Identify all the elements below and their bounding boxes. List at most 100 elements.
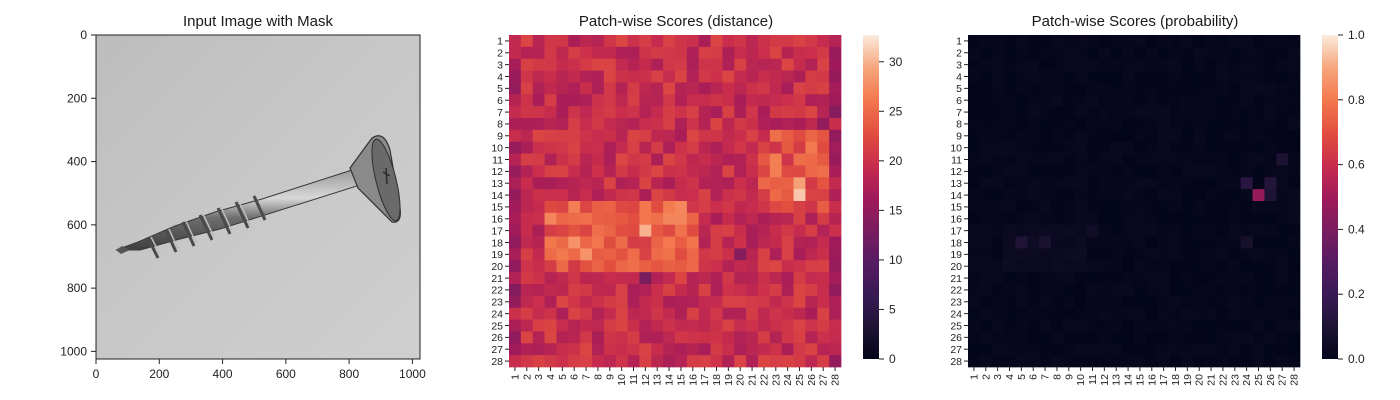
heatmap-cell: [1003, 248, 1016, 261]
heatmap-ytick-label: 4: [497, 71, 503, 83]
heatmap-cell: [710, 212, 723, 226]
heatmap-cell: [1015, 212, 1028, 226]
heatmap-cell: [627, 272, 640, 285]
heatmap-cell: [1003, 212, 1016, 226]
heatmap-ytick-label: 3: [956, 59, 962, 71]
heatmap-cell: [580, 106, 593, 119]
heatmap-cell: [1145, 319, 1159, 332]
heatmap-cell: [509, 189, 522, 202]
heatmap-cell: [1217, 236, 1230, 249]
heatmap-cell: [805, 35, 818, 48]
heatmap-cell: [710, 177, 723, 190]
heatmap-cell: [1205, 141, 1218, 154]
heatmap-cell: [817, 307, 830, 320]
heatmap-cell: [1122, 82, 1135, 95]
heatmap-cell: [1051, 319, 1064, 332]
heatmap-cell: [746, 58, 759, 71]
heatmap-cell: [1217, 82, 1230, 95]
heatmap-cell: [1145, 46, 1159, 60]
heatmap-cell: [991, 212, 1004, 226]
heatmap-cell: [1145, 94, 1159, 107]
heatmap-cell: [781, 58, 794, 71]
heatmap-cell: [580, 331, 593, 344]
heatmap-cell: [627, 284, 640, 297]
heatmap-cell: [1181, 58, 1194, 71]
heatmap-cell: [675, 106, 688, 119]
heatmap-cell: [1240, 141, 1253, 154]
heatmap-cell: [532, 165, 545, 178]
heatmap-cell: [698, 343, 711, 356]
heatmap-cell: [1039, 129, 1052, 143]
heatmap-cell: [829, 295, 842, 309]
heatmap-cell: [781, 272, 794, 285]
heatmap-cell: [991, 355, 1004, 368]
heatmap-cell: [1051, 307, 1064, 320]
heatmap-cell: [1240, 35, 1253, 48]
heatmap-cell: [520, 236, 534, 249]
heatmap-cell: [968, 272, 981, 285]
heatmap-cell: [1110, 260, 1123, 273]
heatmap-cell: [1288, 46, 1301, 60]
heatmap-cell: [615, 284, 628, 297]
heatmap-cell: [829, 106, 842, 119]
heatmap-cell: [544, 189, 557, 202]
heatmap-cell: [698, 260, 711, 273]
heatmap-cell: [1193, 295, 1206, 309]
heatmap-cell: [1276, 189, 1289, 202]
heatmap-cell: [1288, 355, 1301, 368]
heatmap-cell: [1276, 106, 1289, 119]
heatmap-cell: [734, 272, 747, 285]
heatmap-cell: [710, 118, 723, 131]
heatmap-cell: [758, 58, 771, 71]
heatmap-cell: [1157, 284, 1170, 297]
heatmap-cell: [722, 224, 735, 237]
heatmap-cell: [627, 201, 640, 214]
heatmap-cell: [734, 106, 747, 119]
heatmap-cell: [722, 70, 735, 83]
heatmap-cell: [1027, 355, 1040, 368]
heatmap-cell: [1228, 272, 1242, 285]
heatmap-cell: [769, 355, 783, 368]
heatmap-cell: [675, 94, 688, 107]
heatmap-cell: [781, 224, 794, 237]
heatmap-cell: [1110, 189, 1123, 202]
heatmap-cell: [1062, 201, 1076, 214]
heatmap-cell: [817, 319, 830, 332]
heatmap-cell: [592, 82, 605, 95]
heatmap-cell: [568, 106, 581, 119]
heatmap-cell: [968, 343, 981, 356]
heatmap-cell: [603, 307, 617, 320]
heatmap-cell: [544, 177, 557, 190]
heatmap-cell: [781, 35, 794, 48]
heatmap-ytick-label: 12: [491, 166, 503, 178]
heatmap-cell: [1015, 46, 1028, 60]
heatmap-ytick-label: 11: [951, 154, 962, 166]
heatmap-cell: [663, 201, 676, 214]
heatmap-cell: [1205, 189, 1218, 202]
heatmap-cell: [544, 355, 557, 368]
heatmap-cell: [1193, 284, 1206, 297]
heatmap-cell: [520, 189, 534, 202]
heatmap-cell: [769, 58, 783, 71]
heatmap-cell: [686, 58, 700, 71]
heatmap-cell: [603, 355, 617, 368]
heatmap-cell: [675, 343, 688, 356]
heatmap-cell: [1169, 355, 1182, 368]
heatmap-cell: [1205, 331, 1218, 344]
heatmap-cell: [968, 129, 981, 143]
heatmap-cell: [722, 35, 735, 48]
heatmap-cell: [651, 70, 664, 83]
heatmap-cell: [829, 129, 842, 143]
heatmap-cell: [651, 355, 664, 368]
heatmap-cell: [829, 248, 842, 261]
heatmap-cell: [568, 201, 581, 214]
heatmap-cell: [758, 272, 771, 285]
heatmap-cell: [1074, 118, 1087, 131]
heatmap-xtick-label: 12: [640, 374, 652, 386]
heatmap-cell: [758, 177, 771, 190]
heatmap-cell: [675, 46, 688, 60]
heatmap-cell: [991, 35, 1004, 48]
heatmap-cell: [1264, 319, 1277, 332]
heatmap-cell: [556, 260, 569, 273]
heatmap-cell: [663, 236, 676, 249]
